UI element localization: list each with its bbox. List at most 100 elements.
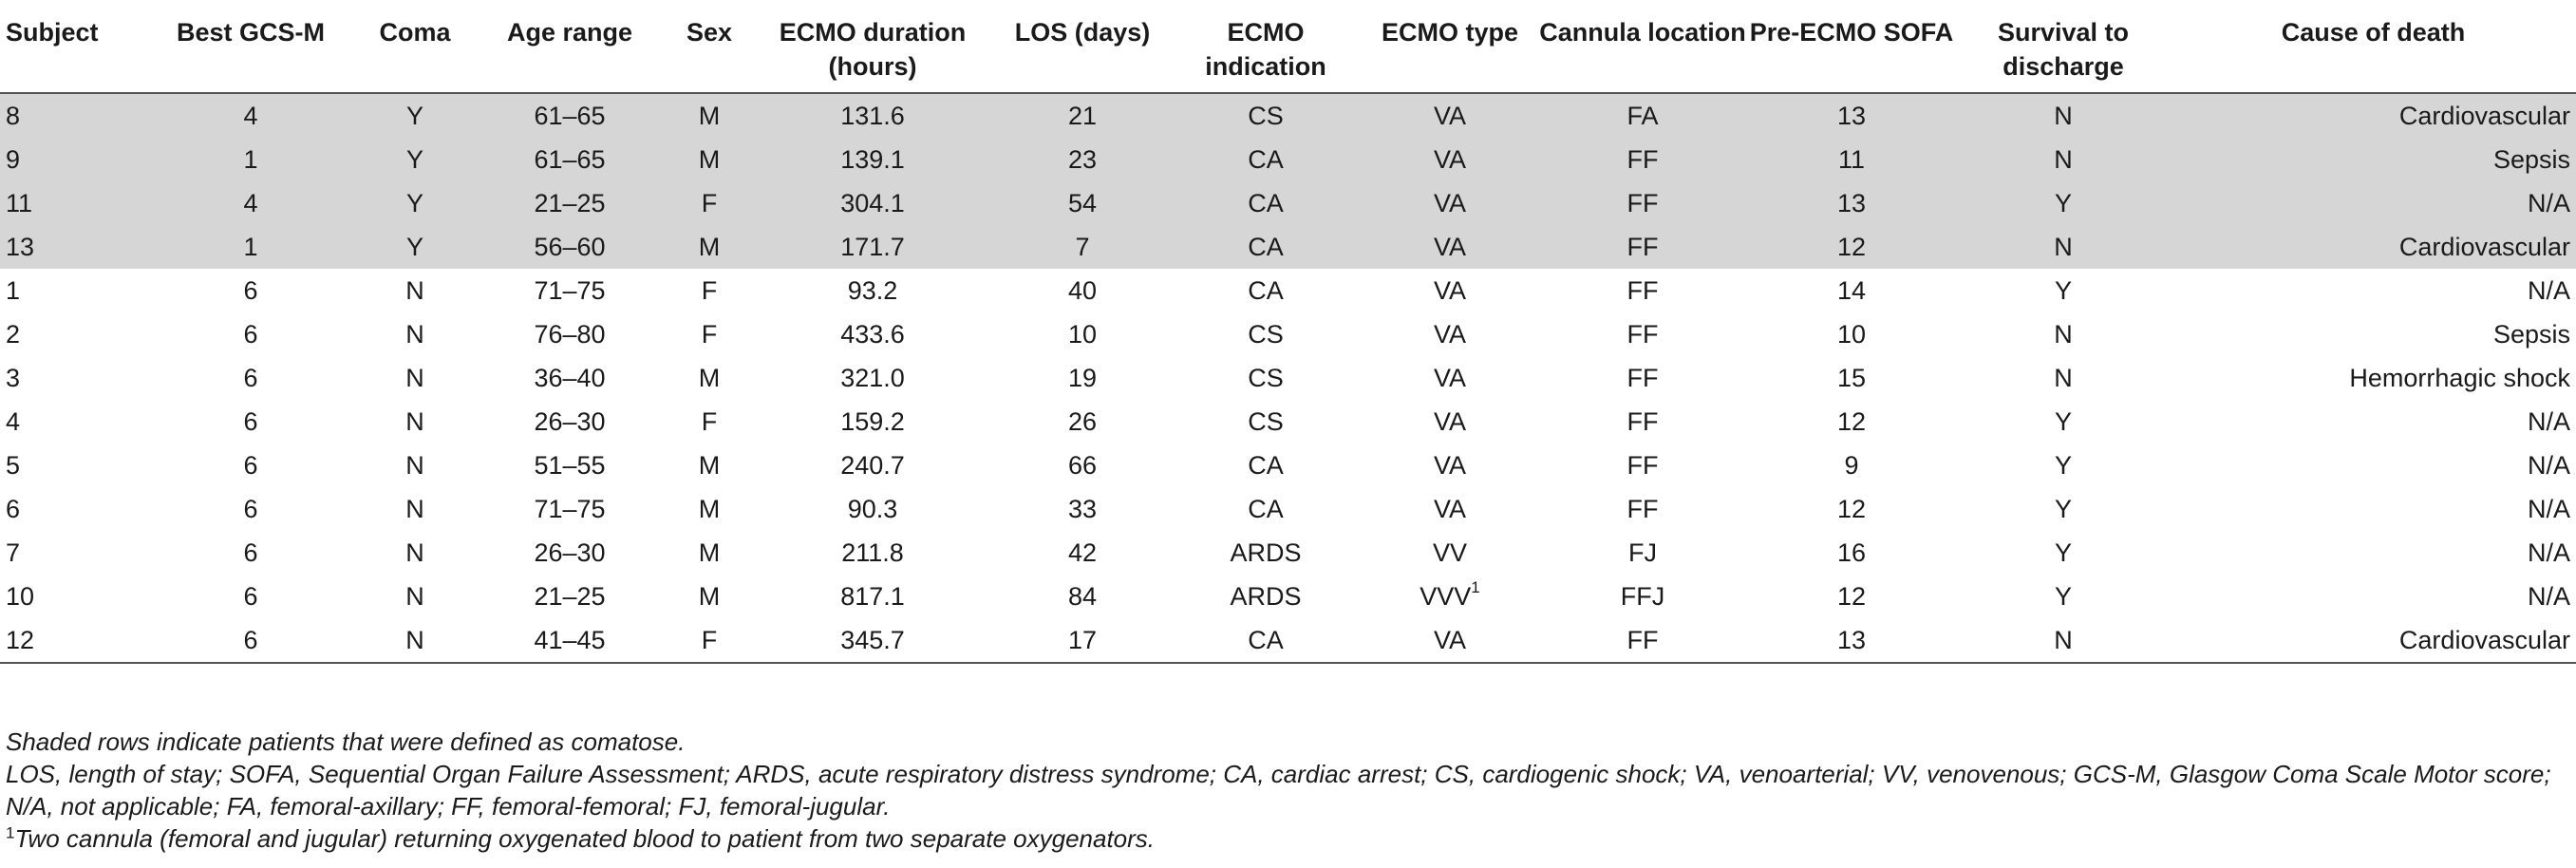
data-table: Subject Best GCS-M Coma Age range Sex ECMO du… — [0, 0, 2576, 664]
table-notes: Shaded rows indicate patients that were … — [6, 726, 2560, 855]
cell-cause-of-death: Cardiovascular — [2171, 618, 2576, 664]
cell-sex: M — [698, 364, 721, 392]
cell-best-gcs-m: 4 — [142, 181, 359, 225]
table-row: 8 4 Y 61–65 M 131.6 21 CS VA FA 13 N Cardiovascular — [0, 93, 2576, 138]
cell-best-gcs-m: 6 — [243, 451, 258, 480]
cell-los: 42 — [1067, 538, 1098, 567]
cell-sex: F — [701, 320, 718, 349]
cell-survival: N — [2054, 364, 2073, 392]
cell-sex: F — [668, 618, 750, 664]
cell-cause-of-death: N/A — [2527, 407, 2570, 436]
cell-age-range: 71–75 — [534, 276, 606, 305]
cell-survival: Y — [2054, 538, 2072, 567]
cell-ecmo-type: VA — [1362, 181, 1538, 225]
cell-age-range: 26–30 — [534, 538, 606, 567]
cell-ecmo-duration: 139.1 — [750, 138, 995, 181]
column-header-ecmo-type: ECMO type — [1362, 0, 1538, 94]
cell-coma: N — [405, 364, 424, 392]
cell-best-gcs-m: 1 — [142, 138, 359, 181]
cell-ecmo-type: VV — [1432, 538, 1468, 567]
cell-pre-ecmo-sofa: 13 — [1747, 181, 1956, 225]
cell-ecmo-indication: CS — [1248, 364, 1284, 392]
cell-ecmo-indication: ARDS — [1230, 538, 1302, 567]
table-row: 6 6 N 71–75 M 90.3 33 CA VA FF 12 Y N/A — [0, 487, 2576, 531]
cell-ecmo-duration: 211.8 — [841, 538, 904, 567]
cell-survival: N — [2054, 320, 2073, 349]
cell-coma: N — [359, 618, 471, 664]
abbreviations-note: LOS, length of stay; SOFA, Sequential Or… — [6, 760, 2551, 821]
cell-subject: 6 — [6, 495, 21, 523]
cell-age-range: 51–55 — [534, 451, 606, 480]
cell-cause-of-death: Hemorrhagic shock — [2349, 364, 2570, 392]
column-header-sex: Sex — [668, 0, 750, 94]
cell-los: 19 — [1067, 364, 1098, 392]
cell-cannula-location: FF — [1626, 495, 1659, 523]
footnote: 1Two cannula (femoral and jugular) retur… — [6, 822, 2560, 855]
cell-survival: Y — [2054, 407, 2072, 436]
cell-coma: Y — [359, 93, 471, 138]
cell-coma: Y — [359, 181, 471, 225]
cell-sex: F — [701, 407, 718, 436]
cell-pre-ecmo-sofa: 13 — [1747, 618, 1956, 664]
cell-best-gcs-m: 4 — [142, 93, 359, 138]
cell-cannula-location: FA — [1538, 93, 1747, 138]
cell-los: 26 — [1067, 407, 1098, 436]
cell-age-range: 26–30 — [534, 407, 606, 436]
cell-sex: M — [698, 495, 721, 523]
cell-pre-ecmo-sofa: 14 — [1836, 276, 1867, 305]
cell-survival: N — [1956, 618, 2171, 664]
cell-coma: N — [405, 538, 424, 567]
cell-ecmo-indication: CA — [1248, 276, 1284, 305]
cell-ecmo-type: VA — [1433, 495, 1466, 523]
column-header-best-gcs-m: Best GCS-M — [142, 0, 359, 94]
cell-survival: Y — [2054, 582, 2072, 611]
cell-pre-ecmo-sofa: 9 — [1844, 451, 1859, 480]
cell-cannula-location: FF — [1626, 320, 1659, 349]
cell-cannula-location: FF — [1538, 181, 1747, 225]
cell-sex: M — [698, 582, 721, 611]
table-header: Subject Best GCS-M Coma Age range Sex ECMO du… — [0, 0, 2576, 94]
table-row: 7 6 N 26–30 M 211.8 42 ARDS VV FJ 16 Y N/A — [0, 531, 2576, 575]
cell-pre-ecmo-sofa: 11 — [1747, 138, 1956, 181]
cell-ecmo-duration: 93.2 — [847, 276, 898, 305]
column-header-los: LOS (days) — [995, 0, 1170, 94]
column-header-coma: Coma — [359, 0, 471, 94]
cell-age-range: 56–60 — [471, 225, 668, 269]
cell-subject: 8 — [0, 93, 142, 138]
cell-subject: 1 — [6, 276, 21, 305]
cell-los: 40 — [1067, 276, 1098, 305]
footnote-ref: 1 — [1471, 578, 1480, 596]
cell-subject: 3 — [6, 364, 21, 392]
cell-best-gcs-m: 6 — [243, 582, 258, 611]
cell-best-gcs-m: 6 — [243, 407, 258, 436]
cell-ecmo-indication: CA — [1170, 618, 1362, 664]
cell-best-gcs-m: 6 — [243, 320, 258, 349]
cell-ecmo-indication: CS — [1248, 320, 1284, 349]
cell-ecmo-type: VVV1 — [1362, 575, 1538, 618]
cell-ecmo-type: VA — [1433, 276, 1466, 305]
column-header-ecmo-indication: ECMO indication — [1170, 0, 1362, 94]
cell-ecmo-type: VA — [1362, 618, 1538, 664]
cell-sex: M — [698, 451, 721, 480]
cell-los: 23 — [995, 138, 1170, 181]
cell-pre-ecmo-sofa: 12 — [1747, 225, 1956, 269]
cell-text: VVV — [1420, 582, 1472, 611]
cell-age-range: 76–80 — [534, 320, 606, 349]
cell-ecmo-indication: ARDS — [1230, 582, 1302, 611]
cell-ecmo-duration: 240.7 — [840, 451, 905, 480]
cell-subject: 9 — [0, 138, 142, 181]
cell-los: 17 — [995, 618, 1170, 664]
cell-cannula-location: FF — [1626, 364, 1659, 392]
cell-sex: F — [701, 276, 718, 305]
cell-los: 84 — [1067, 582, 1098, 611]
footnote-text: Two cannula (femoral and jugular) return… — [14, 824, 1156, 853]
cell-ecmo-duration: 321.0 — [840, 364, 905, 392]
cell-subject: 10 — [6, 582, 35, 611]
cell-ecmo-indication: CA — [1170, 138, 1362, 181]
cell-ecmo-indication: CA — [1170, 225, 1362, 269]
cell-best-gcs-m: 6 — [243, 495, 258, 523]
cell-ecmo-type: VA — [1433, 407, 1466, 436]
cell-best-gcs-m: 6 — [243, 276, 258, 305]
cell-survival: Y — [2054, 451, 2072, 480]
column-header-survival: Survival to discharge — [1956, 0, 2171, 94]
